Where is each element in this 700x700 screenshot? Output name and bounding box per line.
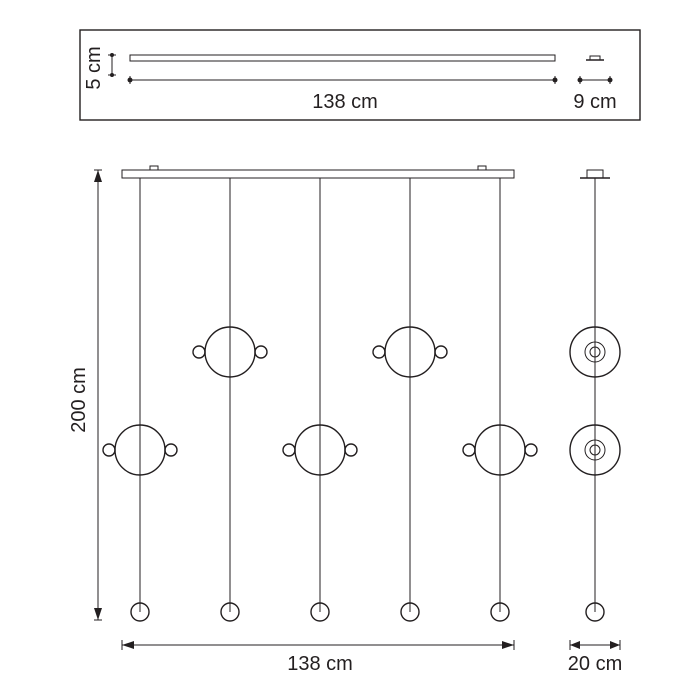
dim-138cm-bottom: 138 cm	[122, 640, 514, 675]
top-cap	[586, 56, 604, 60]
dim-138cm-top: 138 cm	[128, 76, 558, 113]
dim-label: 9 cm	[573, 91, 616, 113]
front-view: 200 cm 138 cm	[68, 166, 537, 675]
dim-label: 138 cm	[287, 653, 353, 675]
dim-label: 5 cm	[83, 46, 105, 89]
dim-5cm: 5 cm	[83, 46, 116, 89]
dim-200cm: 200 cm	[68, 170, 102, 620]
dim-label: 20 cm	[568, 653, 622, 675]
top-view: 5 cm 138 cm 9 cm	[80, 30, 640, 120]
dim-label: 138 cm	[312, 91, 378, 113]
dim-label: 200 cm	[68, 367, 90, 433]
rods	[140, 178, 500, 612]
dim-9cm: 9 cm	[573, 76, 616, 113]
dim-20cm: 20 cm	[568, 640, 622, 675]
side-view: 20 cm	[568, 170, 622, 675]
